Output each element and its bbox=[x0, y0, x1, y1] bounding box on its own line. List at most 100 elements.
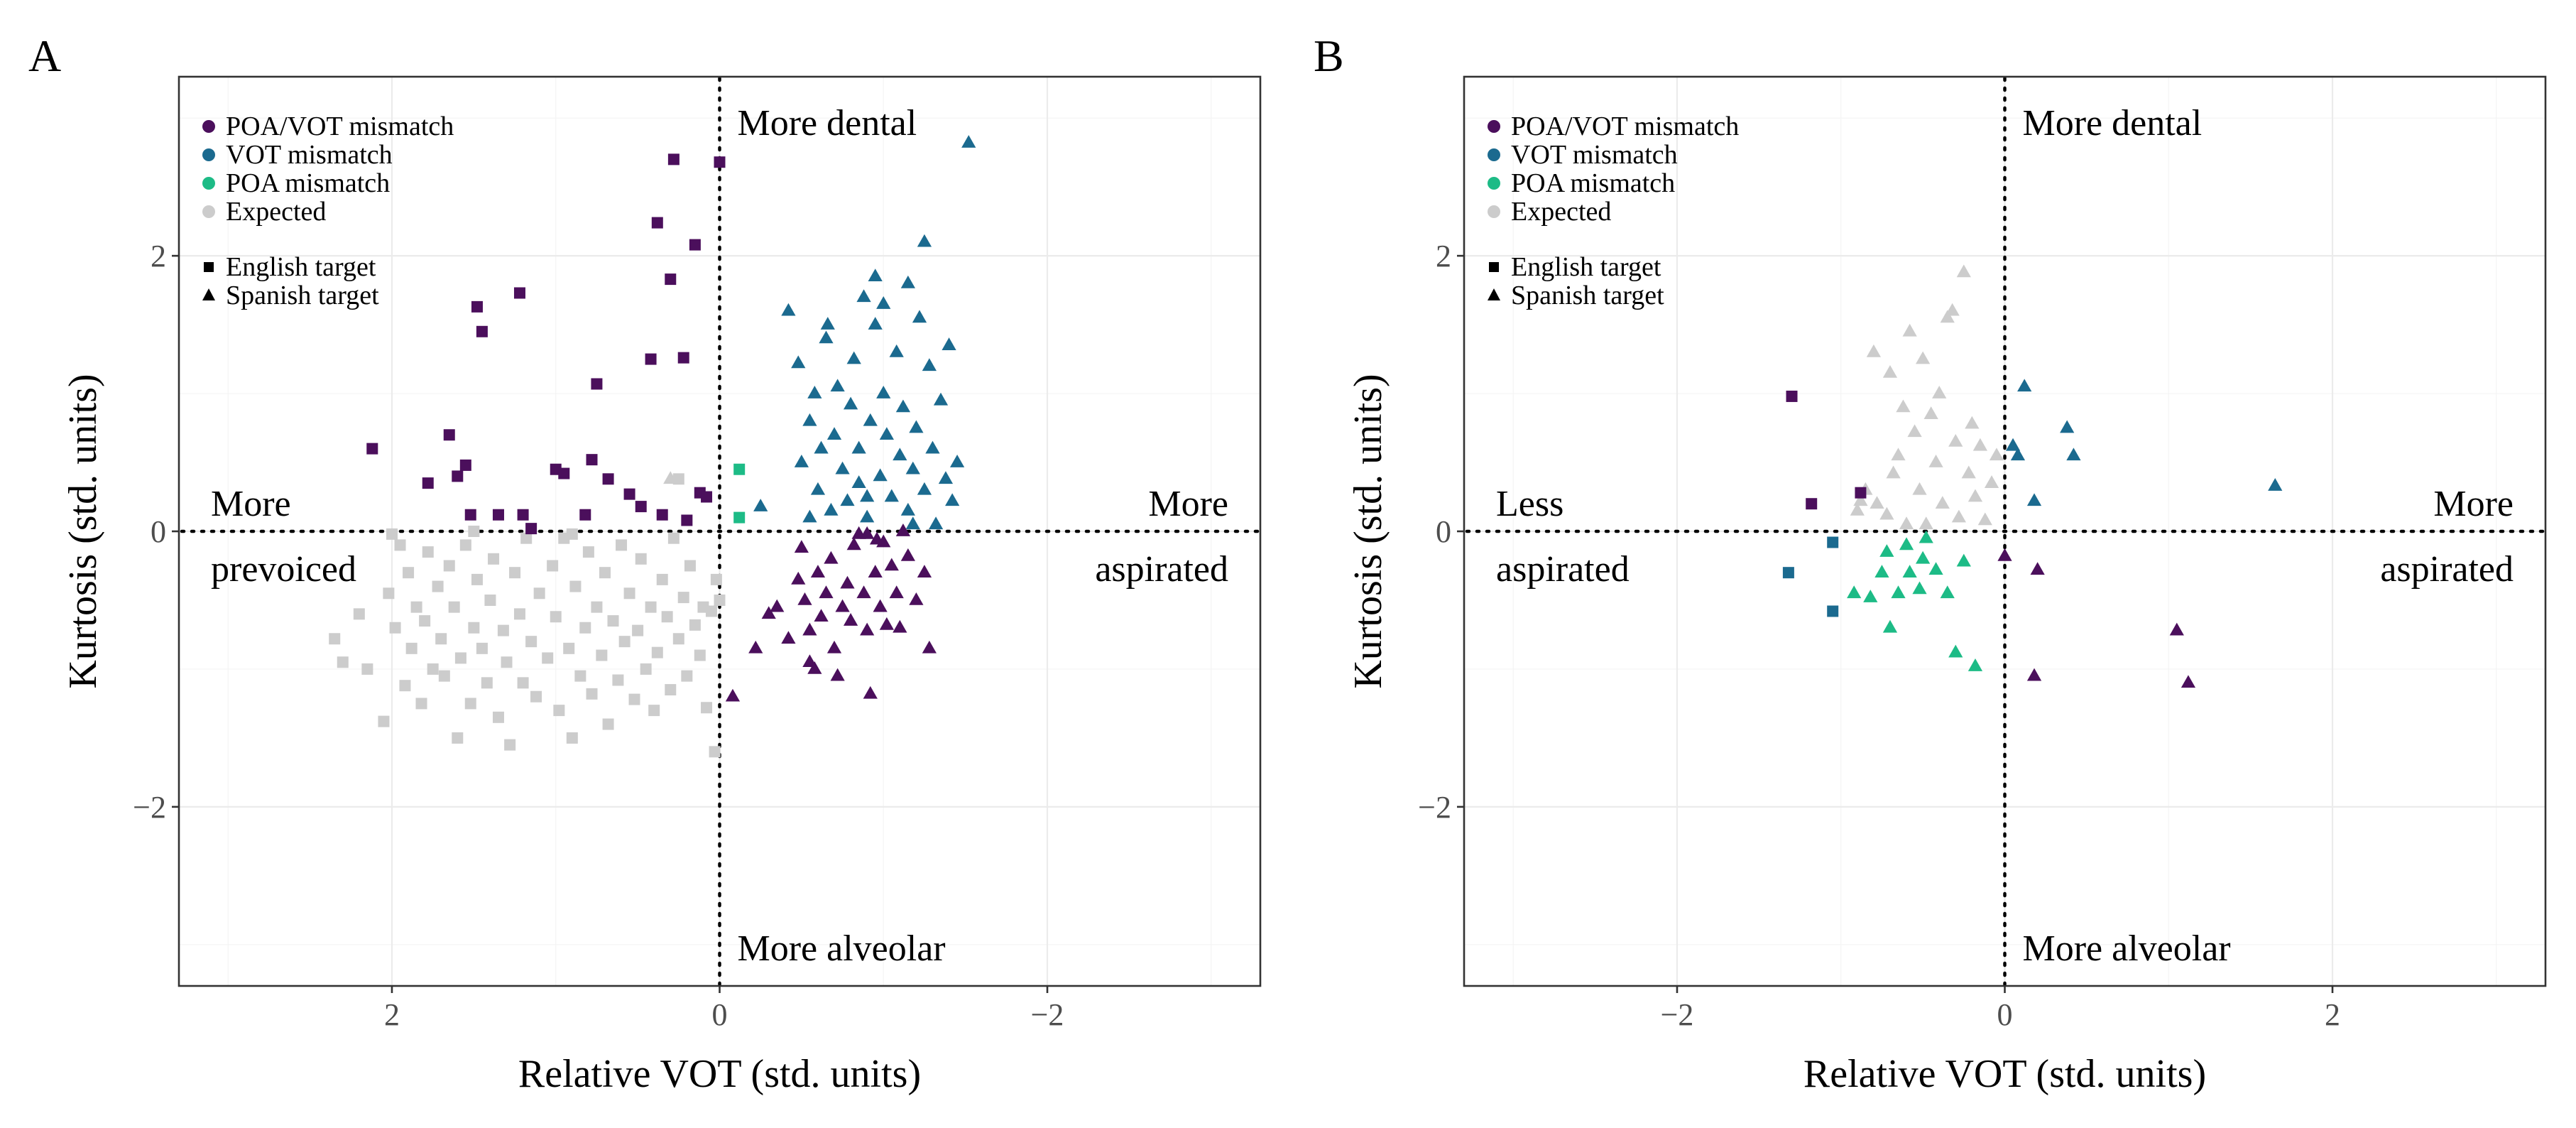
panel-a-point-poa_vot-triangle bbox=[802, 622, 817, 636]
panel-a-point-poa_vot-square bbox=[623, 488, 635, 500]
panel-a-annotation-right-top: More bbox=[1148, 484, 1228, 524]
panel-a-point-expected-square bbox=[569, 580, 582, 592]
panel-a-point-vot-triangle bbox=[868, 269, 883, 282]
panel-a-point-vot-triangle bbox=[863, 413, 878, 426]
panel-a-point-poa_vot-square bbox=[492, 509, 504, 521]
panel-b-letter: B bbox=[1314, 31, 1344, 81]
panel-a-point-poa_vot-square bbox=[602, 473, 614, 485]
panel-b-legend-key-poa_vot bbox=[1488, 120, 1500, 133]
panel-a-point-vot-triangle bbox=[905, 461, 920, 474]
panel-a-annotation-left-bottom: prevoiced bbox=[211, 549, 356, 590]
panel-a-point-expected-square bbox=[353, 608, 365, 620]
panel-b-point-poa_vot-triangle bbox=[2181, 675, 2196, 688]
panel-a-legend-key-square bbox=[204, 262, 214, 272]
panel-a-point-vot-triangle bbox=[949, 455, 965, 467]
panel-b-legend-label-square: English target bbox=[1511, 252, 1661, 282]
panel-a-point-expected-square bbox=[448, 601, 460, 613]
panel-a-point-vot-triangle bbox=[781, 303, 796, 316]
panel-a-point-vot-triangle bbox=[905, 516, 920, 530]
panel-b-point-expected-triangle bbox=[1961, 465, 1976, 479]
panel-a-point-expected-square bbox=[672, 633, 684, 645]
panel-a-point-expected-square bbox=[509, 567, 521, 579]
panel-b-legend-label-poa_vot: POA/VOT mismatch bbox=[1511, 112, 1739, 141]
panel-a-point-poa_vot-triangle bbox=[810, 565, 826, 578]
panel-a-point-poa-square bbox=[733, 463, 746, 475]
panel-b-point-expected-triangle bbox=[1977, 512, 1992, 526]
panel-a-legend-key-poa_vot bbox=[202, 120, 215, 133]
panel-b-point-expected-triangle bbox=[1866, 344, 1882, 357]
panel-a-point-vot-triangle bbox=[791, 355, 806, 369]
panel-a-point-vot-triangle bbox=[912, 310, 927, 323]
panel-a-point-expected-square bbox=[415, 698, 427, 710]
panel-a-point-poa_vot-square bbox=[701, 491, 713, 503]
panel-a-point-expected-square bbox=[337, 656, 349, 668]
panel-a-point-poa_vot-square bbox=[645, 353, 657, 365]
panel-a-point-poa_vot-triangle bbox=[895, 524, 911, 536]
panel-a-point-expected-square bbox=[632, 624, 644, 636]
panel-a-point-poa_vot-triangle bbox=[748, 640, 763, 654]
panel-a-point-poa_vot-square bbox=[667, 153, 680, 166]
panel-b-point-poa-triangle bbox=[1968, 658, 1983, 671]
panel-a-point-expected-square bbox=[596, 649, 608, 661]
panel-a-point-expected-square bbox=[427, 663, 439, 675]
panel-a-point-vot-triangle bbox=[802, 509, 817, 523]
panel-a-point-expected-square bbox=[468, 622, 480, 634]
panel-a-point-expected-square bbox=[566, 732, 578, 744]
panel-a-point-expected-square bbox=[618, 636, 631, 648]
panel-b-point-poa_vot-triangle bbox=[2169, 622, 2184, 636]
panel-a-point-expected-square bbox=[566, 528, 578, 540]
panel-a-point-expected-square bbox=[635, 553, 647, 565]
panel-a-point-poa_vot-triangle bbox=[873, 599, 888, 612]
panel-a-point-poa_vot-square bbox=[681, 514, 693, 526]
panel-a-point-expected-square bbox=[533, 587, 545, 600]
panel-a: 2 0 −2 2 0 −2 Relative VOT (std. units) Kurtosi… bbox=[28, 31, 1262, 1096]
panel-a-point-expected-square bbox=[684, 560, 696, 572]
panel-b-point-expected-triangle bbox=[1870, 496, 1884, 509]
panel-b-point-expected-triangle bbox=[1902, 323, 1917, 337]
panel-b-annotation-right-top: More bbox=[2433, 484, 2514, 524]
panel-b-point-poa_vot-triangle bbox=[2026, 668, 2042, 681]
panel-b-point-poa_vot-triangle bbox=[2030, 562, 2045, 575]
panel-a-point-expected-square bbox=[403, 567, 415, 579]
panel-a-point-expected-square bbox=[694, 649, 706, 661]
panel-a-legend-label-expected: Expected bbox=[226, 197, 326, 227]
panel-a-points bbox=[329, 135, 976, 758]
panel-a-point-expected-square bbox=[574, 670, 586, 682]
panel-a-legend-key-expected bbox=[202, 205, 215, 218]
panel-a-point-poa_vot-triangle bbox=[826, 640, 842, 654]
panel-b-point-poa-triangle bbox=[1891, 585, 1906, 599]
panel-b-point-poa-triangle bbox=[1928, 562, 1943, 575]
panel-a-point-poa_vot-triangle bbox=[819, 585, 834, 599]
panel-b-point-vot-triangle bbox=[2066, 448, 2081, 461]
panel-b-point-poa-triangle bbox=[1899, 537, 1914, 551]
panel-a-point-vot-triangle bbox=[819, 330, 834, 344]
panel-a-point-poa_vot-triangle bbox=[856, 585, 871, 599]
panel-a-point-expected-square bbox=[488, 553, 500, 565]
panel-a-annotation-bottom: More alveolar bbox=[738, 928, 946, 969]
panel-b: −2 0 2 2 0 −2 Relative VOT (std. units) Kurtosi… bbox=[1314, 31, 2547, 1096]
panel-a-point-poa_vot-triangle bbox=[840, 575, 855, 589]
panel-a-point-vot-triangle bbox=[860, 489, 875, 502]
panel-b-point-expected-triangle bbox=[1940, 310, 1955, 323]
panel-a-point-poa_vot-square bbox=[591, 378, 603, 390]
panel-a-point-poa_vot-square bbox=[525, 523, 537, 535]
panel-b-legend-key-poa bbox=[1488, 177, 1500, 190]
panel-a-point-expected-square bbox=[504, 739, 516, 751]
panel-a-point-vot-triangle bbox=[830, 379, 845, 392]
panel-a-point-poa_vot-triangle bbox=[725, 688, 741, 702]
panel-a-point-poa_vot-triangle bbox=[814, 609, 829, 622]
panel-a-point-vot-triangle bbox=[876, 386, 891, 398]
panel-a-point-expected-square bbox=[714, 594, 726, 606]
panel-a-point-poa_vot-square bbox=[651, 217, 663, 229]
panel-a-point-expected-square bbox=[435, 633, 447, 645]
panel-a-point-poa_vot-triangle bbox=[846, 537, 861, 551]
panel-a-point-vot-triangle bbox=[876, 296, 891, 309]
panel-a-annotation-top: More dental bbox=[738, 103, 917, 143]
panel-b-annotation-bottom: More alveolar bbox=[2023, 928, 2231, 969]
panel-a-point-expected-square bbox=[484, 594, 496, 606]
panel-a-legend-label-vot: VOT mismatch bbox=[226, 140, 393, 170]
panel-a-point-expected-square bbox=[329, 633, 341, 645]
panel-b-point-poa_vot-square bbox=[1786, 390, 1798, 402]
panel-b-legend-label-expected: Expected bbox=[1511, 197, 1611, 227]
